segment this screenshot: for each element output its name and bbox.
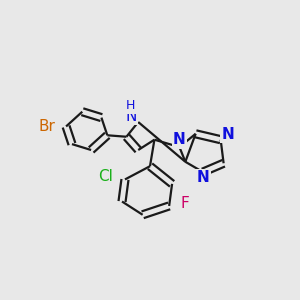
Text: F: F <box>181 196 190 211</box>
Text: N: N <box>125 109 136 124</box>
Text: Br: Br <box>38 119 56 134</box>
Text: N: N <box>173 132 186 147</box>
Text: N: N <box>222 127 234 142</box>
Text: Cl: Cl <box>98 169 113 184</box>
Text: H: H <box>126 99 136 112</box>
Text: N: N <box>196 170 209 185</box>
